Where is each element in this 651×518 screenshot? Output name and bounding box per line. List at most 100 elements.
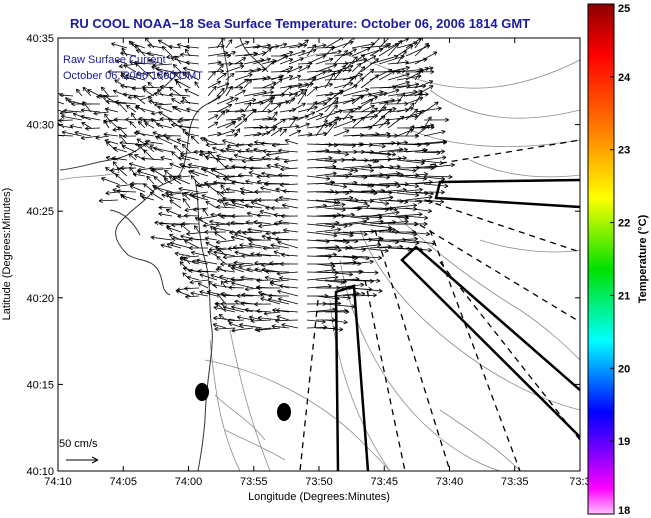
current-vector	[270, 279, 290, 283]
current-vector-head	[273, 127, 276, 132]
current-vector-head	[379, 90, 384, 93]
current-vector	[360, 199, 389, 205]
current-vector-head	[371, 105, 375, 109]
current-vector-head	[174, 252, 179, 257]
current-vector-head	[231, 330, 236, 333]
current-vector-head	[283, 229, 287, 233]
current-vector	[306, 86, 318, 97]
current-vector-head	[260, 186, 265, 188]
current-vector	[238, 263, 263, 267]
current-vector-head	[170, 241, 175, 244]
current-vector-head	[134, 61, 139, 64]
current-vector-head	[386, 131, 391, 134]
current-vector-head	[177, 174, 182, 178]
current-vector-head	[85, 128, 90, 131]
current-vector-head	[349, 116, 354, 120]
current-vector	[163, 178, 173, 185]
current-vector-head	[184, 132, 189, 136]
current-vector-head	[213, 322, 218, 325]
current-vector	[216, 293, 227, 305]
current-vector-head	[120, 83, 125, 87]
current-vector	[247, 228, 272, 233]
colorbar-tick-label: 18	[618, 505, 630, 517]
current-vector-head	[153, 91, 158, 94]
current-vector-head	[46, 97, 50, 98]
colorbar-tick-label: 24	[618, 72, 631, 84]
current-vector-head	[266, 152, 270, 156]
current-vector-head	[277, 298, 282, 302]
current-vector-head	[159, 118, 164, 122]
current-vector	[220, 191, 236, 194]
current-vector-head	[260, 297, 265, 299]
current-vector-head	[272, 309, 276, 313]
current-vector-head	[451, 164, 455, 168]
current-vector-head	[369, 68, 374, 71]
current-vector-head	[272, 308, 277, 311]
current-vector-head	[158, 111, 162, 116]
current-vector-head	[238, 266, 243, 269]
current-vector	[288, 130, 301, 137]
current-vector	[369, 151, 396, 155]
current-vector	[315, 222, 340, 225]
x-tick-label: 73:3	[569, 476, 590, 488]
current-vector	[279, 66, 293, 73]
current-vector-head	[231, 215, 236, 219]
current-vector-head	[260, 292, 265, 295]
current-vector-head	[190, 292, 195, 296]
current-vector	[270, 103, 282, 113]
current-vector	[423, 130, 446, 137]
current-vector-head	[288, 74, 293, 77]
current-vector	[216, 120, 236, 129]
current-vector-head	[314, 76, 317, 81]
current-vector-head	[418, 187, 423, 190]
current-vector	[324, 104, 338, 121]
current-vector-head	[429, 123, 434, 126]
current-vector	[225, 51, 236, 57]
current-vector-head	[239, 243, 244, 246]
current-vector	[181, 143, 191, 153]
current-vector-head	[185, 60, 190, 63]
current-vector	[172, 176, 191, 185]
current-vector	[207, 45, 225, 49]
current-vector	[243, 52, 258, 57]
current-vector	[99, 199, 119, 202]
current-vector-head	[216, 198, 221, 202]
current-vector	[315, 71, 342, 81]
current-vector-head	[71, 101, 76, 105]
current-vector-head	[156, 122, 161, 125]
current-vector-head	[362, 54, 366, 59]
current-vector	[387, 81, 410, 89]
current-vector-head	[241, 158, 246, 162]
current-vector-head	[158, 211, 163, 214]
current-vector-head	[115, 59, 120, 64]
current-vector-head	[190, 175, 195, 178]
annotation-line-1: Raw Surface Current	[63, 54, 166, 66]
current-vector	[405, 181, 433, 185]
current-vector-head	[239, 61, 244, 64]
current-vector	[351, 116, 366, 129]
current-vector-head	[208, 247, 213, 251]
current-vector-head	[237, 229, 242, 233]
current-vector-head	[256, 329, 261, 333]
current-vector-head	[180, 155, 184, 159]
current-vector-head	[234, 232, 239, 235]
current-vector	[288, 66, 303, 73]
current-vector	[324, 239, 350, 243]
current-vector	[81, 135, 101, 139]
current-vector	[333, 107, 362, 113]
current-vector-head	[296, 74, 301, 77]
current-vector-head	[417, 201, 422, 204]
y-tick-label: 40:20	[26, 293, 54, 305]
current-vector	[405, 102, 415, 113]
current-vector-head	[151, 168, 155, 173]
current-vector-head	[339, 329, 343, 332]
current-vector-head	[441, 129, 446, 132]
current-vector-head	[308, 132, 313, 135]
current-vector-head	[351, 36, 355, 37]
current-vector-head	[229, 104, 233, 108]
current-vector-head	[280, 213, 285, 217]
current-vector	[351, 63, 362, 73]
current-vector-head	[69, 125, 74, 129]
current-vector	[215, 268, 236, 273]
